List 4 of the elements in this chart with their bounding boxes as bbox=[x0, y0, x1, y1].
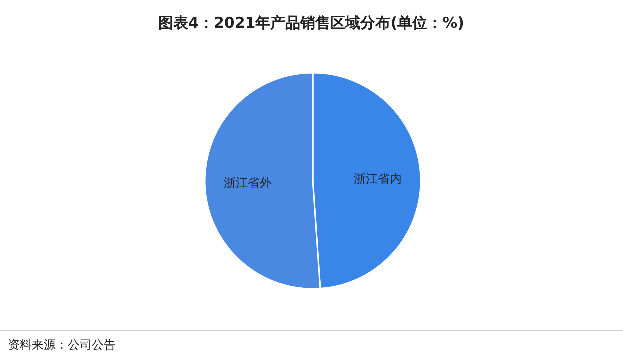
slice-label: 浙江省外 bbox=[224, 176, 272, 190]
slice-label: 浙江省内 bbox=[354, 172, 402, 186]
chart-title: 图表4：2021年产品销售区域分布(单位：%) bbox=[158, 14, 464, 32]
text: 资料来源：公司公告 bbox=[8, 338, 116, 352]
